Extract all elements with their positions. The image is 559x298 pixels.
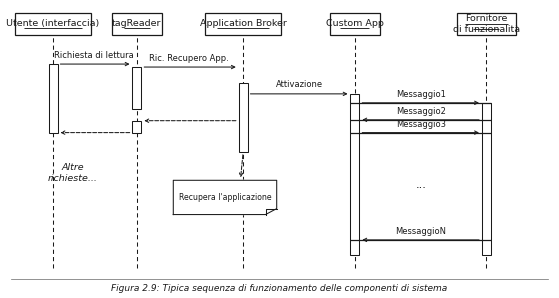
Polygon shape bbox=[173, 180, 277, 215]
Text: Figura 2.9: Tipica sequenza di funzionamento delle componenti di sistema: Figura 2.9: Tipica sequenza di funzionam… bbox=[111, 284, 448, 293]
Bar bbox=[482, 103, 491, 255]
Text: Recupera l'applicazione: Recupera l'applicazione bbox=[179, 193, 271, 202]
Text: Custom App: Custom App bbox=[326, 19, 384, 28]
Text: Richiesta di lettura: Richiesta di lettura bbox=[54, 51, 134, 60]
Text: tagReader: tagReader bbox=[112, 19, 162, 28]
Bar bbox=[350, 94, 359, 255]
Bar bbox=[206, 13, 281, 35]
Bar bbox=[49, 64, 58, 133]
Bar bbox=[15, 13, 91, 35]
Text: Attivazione: Attivazione bbox=[276, 80, 323, 89]
Bar bbox=[112, 13, 162, 35]
Text: ...: ... bbox=[415, 178, 427, 191]
Text: Messaggio2: Messaggio2 bbox=[396, 107, 446, 116]
Text: Fornitore
di funzionalità: Fornitore di funzionalità bbox=[453, 14, 520, 34]
Bar bbox=[132, 67, 141, 109]
Text: MessaggioN: MessaggioN bbox=[395, 227, 447, 236]
Text: Ric. Recupero App.: Ric. Recupero App. bbox=[149, 54, 228, 63]
Bar bbox=[239, 83, 248, 152]
Text: Utente (interfaccia): Utente (interfaccia) bbox=[7, 19, 100, 28]
Text: Messaggio3: Messaggio3 bbox=[396, 120, 446, 129]
Bar bbox=[457, 13, 515, 35]
Bar bbox=[132, 121, 141, 133]
Text: Altre
richieste...: Altre richieste... bbox=[48, 163, 98, 183]
Bar bbox=[330, 13, 380, 35]
Text: Application Broker: Application Broker bbox=[200, 19, 287, 28]
Text: Messaggio1: Messaggio1 bbox=[396, 90, 446, 99]
